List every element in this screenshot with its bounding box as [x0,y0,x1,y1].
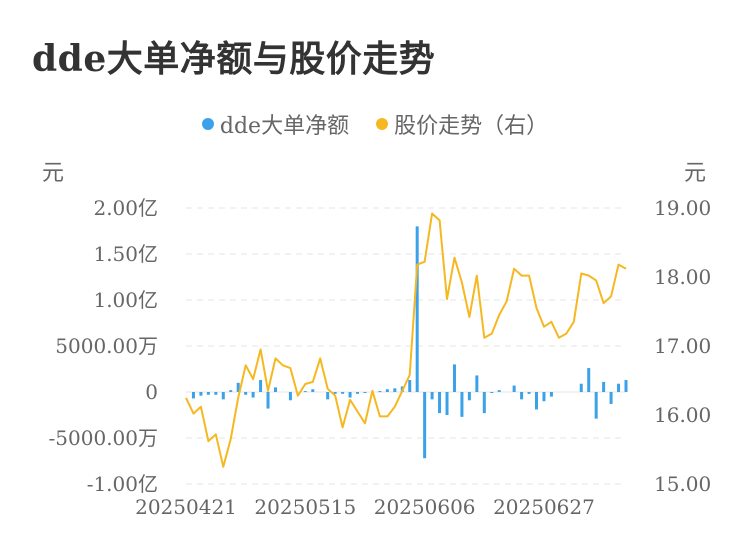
x-tick-label: 20250627 [493,495,595,519]
dde-bar [460,392,464,417]
dde-bar [520,392,524,400]
dde-bar [467,392,471,401]
dde-bar [497,390,501,392]
legend-label-dde: dde大单净额 [219,114,350,139]
price-line [185,212,627,468]
dde-bar [206,392,210,395]
dde-bar [311,389,315,392]
dde-bar [199,392,203,396]
y-left-tick-label: 1.00亿 [93,288,158,312]
dde-bar [594,392,598,419]
chart-title: dde大单净额与股价走势 [32,38,436,80]
dde-bar [408,380,412,392]
dde-bar [191,392,195,399]
dde-bar [602,381,606,392]
legend-item-price[interactable]: 股价走势（右） [376,108,548,140]
dde-bar [288,392,292,401]
legend-dot-dde [201,118,214,130]
y-right-tick-label: 19.00 [654,196,711,220]
dde-bar [617,383,621,392]
x-tick-label: 20250515 [254,495,356,519]
dde-bar [542,392,546,402]
y-left-tick-label: 1.50亿 [93,242,158,266]
dde-bar [341,392,345,394]
x-tick-label: 20250606 [374,495,476,519]
dde-bar [549,392,553,397]
dde-bar [415,226,419,392]
dde-bar [393,388,397,392]
dde-bar [214,392,218,395]
y-right-tick-label: 17.00 [654,334,711,358]
dde-bar [266,392,270,409]
y-left-tick-label: 0 [145,380,158,404]
left-axis-unit: 元 [42,161,65,186]
dde-bar [356,392,360,394]
dde-bar [430,392,434,400]
y-left-tick-label: -1.00亿 [87,472,158,496]
dde-bar [251,392,255,398]
dde-bar [273,387,277,392]
right-axis-unit: 元 [684,161,707,186]
legend-dot-price [376,118,389,130]
dde-bar [527,392,531,394]
dde-bar [587,368,591,392]
dde-bar [378,391,382,393]
legend-item-dde[interactable]: dde大单净额 [201,108,350,140]
dde-bar [363,392,367,393]
x-tick-label: 20250421 [135,495,237,519]
legend: dde大单净额 股价走势（右） [0,108,750,140]
dde-bar [423,392,427,459]
dde-bar [609,392,613,404]
y-right-tick-label: 16.00 [654,403,711,427]
dde-bar [236,382,240,392]
dde-bar [244,392,248,395]
y-right-tick-label: 15.00 [654,472,711,496]
dde-bar [333,392,337,394]
dde-bar [303,391,307,393]
y-left-tick-label: -5000.00万 [49,426,158,450]
dde-bar [624,380,628,392]
y-left-tick-label: 2.00亿 [93,196,158,220]
dde-bar [326,392,330,400]
dde-bar [221,392,225,400]
dde-bar [259,380,263,392]
dde-bar [512,385,516,392]
dde-bar [475,375,479,392]
dde-bar [452,364,456,392]
dde-bar [385,389,389,392]
legend-label-price: 股价走势（右） [394,114,549,139]
dde-bar [490,392,494,393]
dde-bar [579,383,583,392]
y-left-tick-label: 5000.00万 [55,334,158,358]
dde-bar [535,392,539,410]
y-right-tick-label: 18.00 [654,265,711,289]
dde-bar [438,392,442,414]
dde-bar [229,390,233,392]
dde-bar [445,392,449,415]
dde-bar [482,392,486,414]
dde-bar [348,392,352,398]
